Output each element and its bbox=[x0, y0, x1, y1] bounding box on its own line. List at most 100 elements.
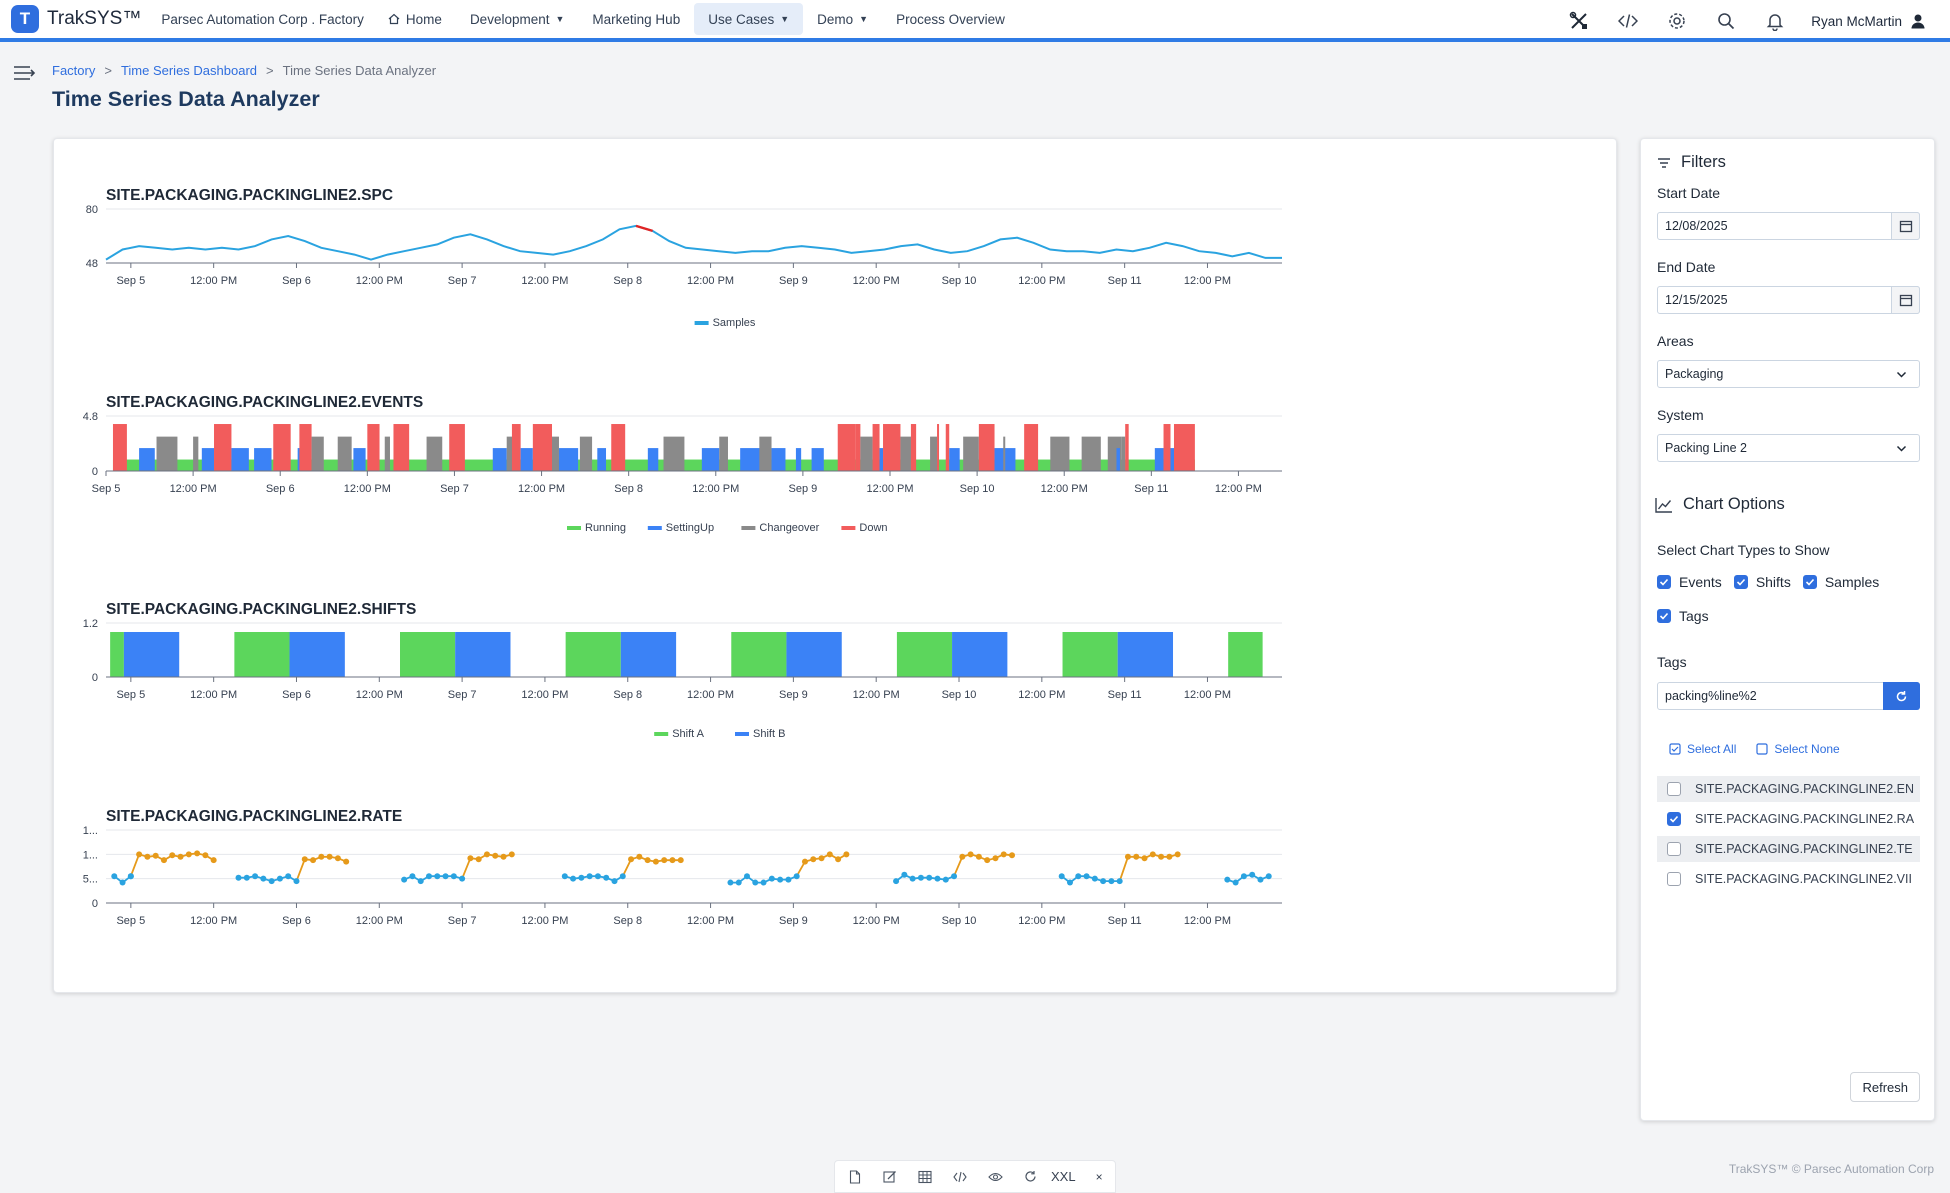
legend-swatch bbox=[647, 526, 662, 530]
shift-bar-a bbox=[565, 632, 621, 677]
tag-list-item[interactable]: SITE.PACKAGING.PACKINGLINE2.RA bbox=[1657, 806, 1920, 832]
app-logo[interactable]: T TrakSYS™ bbox=[11, 5, 141, 33]
bell-icon[interactable] bbox=[1764, 10, 1786, 32]
document-icon[interactable] bbox=[847, 1169, 863, 1185]
eye-icon[interactable] bbox=[987, 1169, 1003, 1185]
x-tick-label: 12:00 PM bbox=[1018, 275, 1065, 287]
tools-icon[interactable] bbox=[1568, 10, 1590, 32]
nav-home-label: Home bbox=[405, 11, 442, 27]
code-icon[interactable] bbox=[1617, 10, 1639, 32]
chart-options-header: Chart Options bbox=[1655, 495, 1785, 514]
chart-type-samples[interactable]: Samples bbox=[1802, 574, 1879, 590]
chart-type-events[interactable]: Events bbox=[1657, 574, 1722, 590]
tag-list-item[interactable]: SITE.PACKAGING.PACKINGLINE2.VII bbox=[1657, 866, 1920, 892]
company-name[interactable]: Parsec Automation Corp . Factory bbox=[161, 11, 364, 27]
select-none-link[interactable]: Select None bbox=[1756, 742, 1840, 756]
breadcrumb-time-series-dashboard[interactable]: Time Series Dashboard bbox=[120, 63, 258, 78]
x-tick-label: Sep 11 bbox=[1108, 915, 1142, 927]
checkbox-checked-icon[interactable] bbox=[1802, 575, 1817, 589]
checkbox-unchecked-icon[interactable] bbox=[1667, 872, 1681, 886]
close-icon[interactable]: × bbox=[1095, 1169, 1103, 1184]
event-bar-settingup bbox=[520, 448, 533, 471]
nav-development[interactable]: Development ▼ bbox=[456, 3, 578, 35]
checkbox-checked-icon[interactable] bbox=[1657, 575, 1671, 589]
breadcrumb-factory[interactable]: Factory bbox=[52, 63, 96, 78]
system-select[interactable]: Packing Line 2 bbox=[1657, 434, 1920, 462]
nav-use-cases[interactable]: Use Cases ▼ bbox=[694, 3, 804, 35]
rate-point bbox=[127, 873, 134, 880]
checkbox-unchecked-icon[interactable] bbox=[1667, 842, 1681, 856]
line-chart-icon bbox=[1655, 497, 1672, 513]
areas-label: Areas bbox=[1657, 333, 1694, 349]
nav-marketing-hub[interactable]: Marketing Hub bbox=[578, 3, 694, 35]
reload-icon[interactable] bbox=[1022, 1169, 1038, 1185]
start-date-picker-button[interactable] bbox=[1891, 212, 1920, 240]
event-bar-down bbox=[511, 424, 521, 471]
tags-search-input[interactable]: packing%line%2 bbox=[1657, 682, 1920, 710]
event-bar-changeover bbox=[759, 436, 772, 471]
shift-bar-b bbox=[289, 632, 345, 677]
legend-swatch bbox=[735, 732, 749, 736]
tag-select-links: Select All Select None bbox=[1669, 742, 1860, 756]
tag-list-item[interactable]: SITE.PACKAGING.PACKINGLINE2.TE bbox=[1657, 836, 1920, 862]
x-tick-label: 12:00 PM bbox=[1018, 689, 1065, 701]
checkbox-checked-icon[interactable] bbox=[1667, 812, 1681, 826]
x-tick-label: 12:00 PM bbox=[521, 275, 568, 287]
refresh-button[interactable]: Refresh bbox=[1850, 1072, 1920, 1102]
chart-type-shifts[interactable]: Shifts bbox=[1733, 574, 1791, 590]
tag-item-label: SITE.PACKAGING.PACKINGLINE2.EN bbox=[1695, 782, 1915, 796]
tags-search-button[interactable] bbox=[1883, 682, 1920, 710]
filters-header: Filters bbox=[1657, 153, 1726, 172]
rate-point bbox=[727, 879, 734, 886]
edit-icon[interactable] bbox=[882, 1169, 898, 1185]
end-date-picker-button[interactable] bbox=[1891, 286, 1920, 314]
select-all-link[interactable]: Select All bbox=[1669, 742, 1736, 756]
zoom-level[interactable]: XXL bbox=[1051, 1169, 1076, 1184]
nav-home[interactable]: Home bbox=[374, 3, 456, 35]
nav-process-overview[interactable]: Process Overview bbox=[882, 3, 1019, 35]
search-icon[interactable] bbox=[1715, 10, 1737, 32]
rate-point bbox=[984, 857, 991, 864]
rate-point bbox=[578, 874, 585, 881]
checkbox-unchecked-icon[interactable] bbox=[1667, 782, 1681, 796]
tag-item-label: SITE.PACKAGING.PACKINGLINE2.VII bbox=[1695, 872, 1912, 886]
rate-point bbox=[1091, 875, 1098, 882]
tag-list-item[interactable]: SITE.PACKAGING.PACKINGLINE2.EN bbox=[1657, 776, 1920, 802]
event-bar-down bbox=[273, 424, 291, 471]
nav-demo[interactable]: Demo ▼ bbox=[803, 3, 882, 35]
rate-point bbox=[185, 851, 192, 858]
y-tick-label: 5... bbox=[83, 874, 98, 886]
event-bar-settingup bbox=[1154, 448, 1164, 471]
y-tick-label: 48 bbox=[86, 258, 98, 270]
start-date-input[interactable]: 12/08/2025 bbox=[1657, 212, 1920, 240]
user-name[interactable]: Ryan McMartin bbox=[1811, 13, 1902, 29]
x-tick-label: 12:00 PM bbox=[687, 689, 734, 701]
rate-point bbox=[1116, 878, 1123, 885]
rate-point bbox=[1149, 851, 1156, 858]
breadcrumb-current: Time Series Data Analyzer bbox=[282, 63, 437, 78]
user-icon[interactable] bbox=[1910, 13, 1926, 29]
table-icon[interactable] bbox=[917, 1169, 933, 1185]
traksys-logo-icon: T bbox=[11, 5, 39, 33]
x-tick-label: 12:00 PM bbox=[866, 483, 913, 495]
event-bar-settingup bbox=[353, 448, 366, 471]
areas-select[interactable]: Packaging bbox=[1657, 360, 1920, 388]
events-chart-svg: 4.8 0 Sep 5 12:00 PM Sep 6 12:00 PM Sep 7 12:00… bbox=[83, 411, 1282, 534]
system-label: System bbox=[1657, 407, 1704, 423]
chart-type-tags[interactable]: Tags bbox=[1657, 608, 1709, 624]
nav-process-label: Process Overview bbox=[896, 11, 1005, 27]
end-date-input[interactable]: 12/15/2025 bbox=[1657, 286, 1920, 314]
checkbox-checked-icon[interactable] bbox=[1657, 609, 1671, 623]
event-bar-settingup bbox=[492, 448, 507, 471]
areas-value: Packaging bbox=[1665, 367, 1724, 381]
rate-point bbox=[835, 856, 842, 863]
rate-point bbox=[144, 853, 151, 860]
event-bar-down bbox=[1163, 424, 1171, 471]
rate-point bbox=[1083, 873, 1090, 880]
checkbox-checked-icon[interactable] bbox=[1733, 575, 1748, 589]
code-icon[interactable] bbox=[952, 1169, 968, 1185]
gear-icon[interactable] bbox=[1666, 10, 1688, 32]
sidebar-toggle-icon[interactable] bbox=[12, 62, 38, 84]
rate-point bbox=[934, 875, 941, 882]
x-tick-label: Sep 11 bbox=[1134, 483, 1168, 495]
